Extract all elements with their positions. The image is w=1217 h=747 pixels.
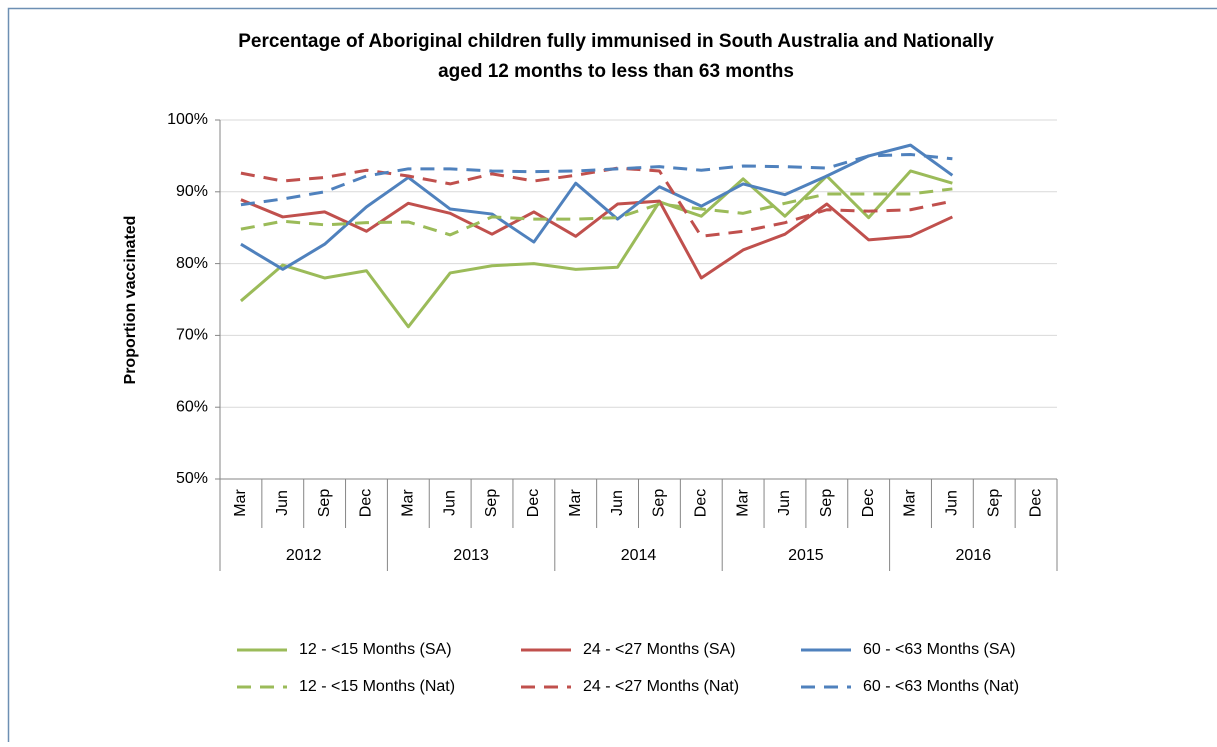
y-tick-label: 60% xyxy=(176,398,208,415)
chart-title: Percentage of Aboriginal children fully … xyxy=(238,31,994,52)
series-line xyxy=(241,171,952,327)
legend-label: 60 - <63 Months (SA) xyxy=(863,641,1016,658)
x-tick-label: Dec xyxy=(358,489,375,517)
legend-label: 12 - <15 Months (Nat) xyxy=(299,678,455,695)
x-tick-label: Sep xyxy=(651,489,668,518)
x-tick-label: Jun xyxy=(441,490,458,516)
year-label: 2012 xyxy=(286,547,322,564)
y-tick-label: 90% xyxy=(176,183,208,200)
x-tick-label: Mar xyxy=(232,489,249,517)
x-tick-label: Jun xyxy=(776,490,793,516)
x-tick-label: Jun xyxy=(944,490,961,516)
legend-label: 24 - <27 Months (SA) xyxy=(583,641,736,658)
x-tick-label: Dec xyxy=(525,489,542,517)
y-tick-label: 100% xyxy=(167,111,208,128)
legend-label: 60 - <63 Months (Nat) xyxy=(863,678,1019,695)
y-tick-label: 80% xyxy=(176,255,208,272)
x-tick-label: Mar xyxy=(567,489,584,517)
x-tick-label: Jun xyxy=(609,490,626,516)
series-line xyxy=(241,154,952,204)
y-axis-label: Proportion vaccinated xyxy=(122,216,139,385)
year-label: 2014 xyxy=(621,547,657,564)
x-tick-label: Dec xyxy=(860,489,877,517)
y-tick-label: 50% xyxy=(176,470,208,487)
year-label: 2016 xyxy=(956,547,992,564)
x-tick-label: Sep xyxy=(985,489,1002,518)
x-tick-label: Mar xyxy=(734,489,751,517)
x-tick-label: Sep xyxy=(818,489,835,518)
x-tick-label: Mar xyxy=(400,489,417,517)
x-tick-label: Sep xyxy=(316,489,333,518)
x-tick-label: Jun xyxy=(274,490,291,516)
legend-label: 24 - <27 Months (Nat) xyxy=(583,678,739,695)
chart-title: aged 12 months to less than 63 months xyxy=(438,61,794,82)
year-label: 2015 xyxy=(788,547,824,564)
x-tick-label: Mar xyxy=(902,489,919,517)
x-tick-label: Dec xyxy=(692,489,709,517)
legend-label: 12 - <15 Months (SA) xyxy=(299,641,452,658)
x-tick-label: Dec xyxy=(1027,489,1044,517)
year-label: 2013 xyxy=(453,547,489,564)
x-tick-label: Sep xyxy=(483,489,500,518)
y-tick-label: 70% xyxy=(176,327,208,344)
